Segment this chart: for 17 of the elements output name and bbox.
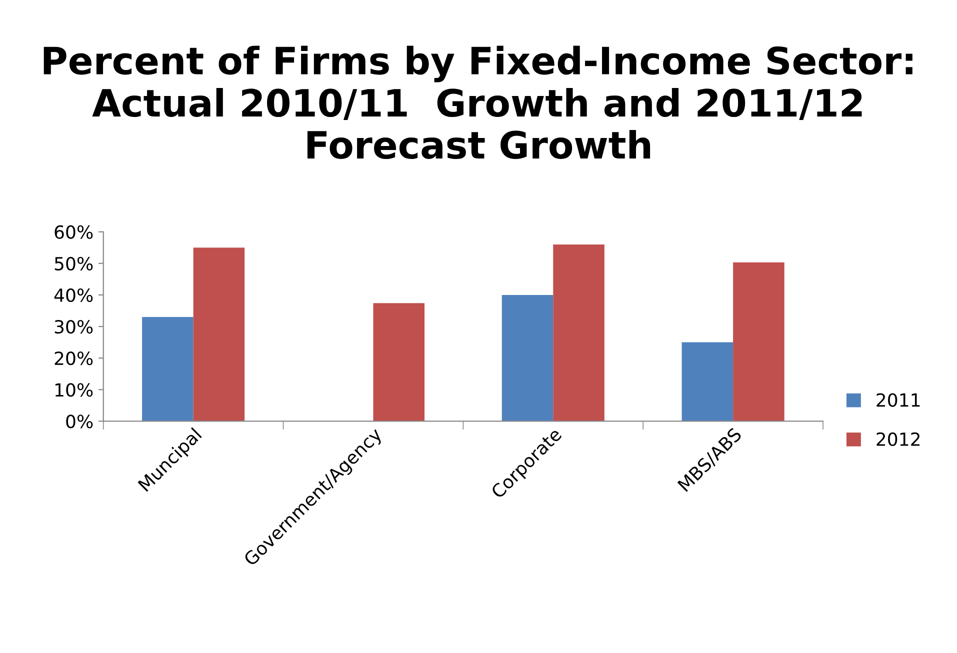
bar xyxy=(682,342,734,422)
bar xyxy=(373,303,425,422)
bar xyxy=(733,262,784,422)
bar xyxy=(553,244,604,422)
y-tick-label: 60% xyxy=(54,225,93,239)
y-tick-label: 20% xyxy=(54,352,93,366)
chart-title: Percent of Firms by Fixed-Income Sector: Actual 2010/11 Growth and 2011/12 Forecast Growth xyxy=(44,46,912,160)
y-tick-label: 40% xyxy=(54,288,93,302)
y-tick-label: 50% xyxy=(54,256,93,270)
y-tick-label: 0% xyxy=(66,414,93,428)
legend-label: 2011 xyxy=(876,393,920,407)
legend-label: 2012 xyxy=(876,432,920,446)
bar xyxy=(193,248,245,422)
y-tick-label: 30% xyxy=(54,320,93,334)
bar xyxy=(502,294,554,422)
y-tick-label: 10% xyxy=(55,383,93,397)
bar xyxy=(142,317,194,422)
